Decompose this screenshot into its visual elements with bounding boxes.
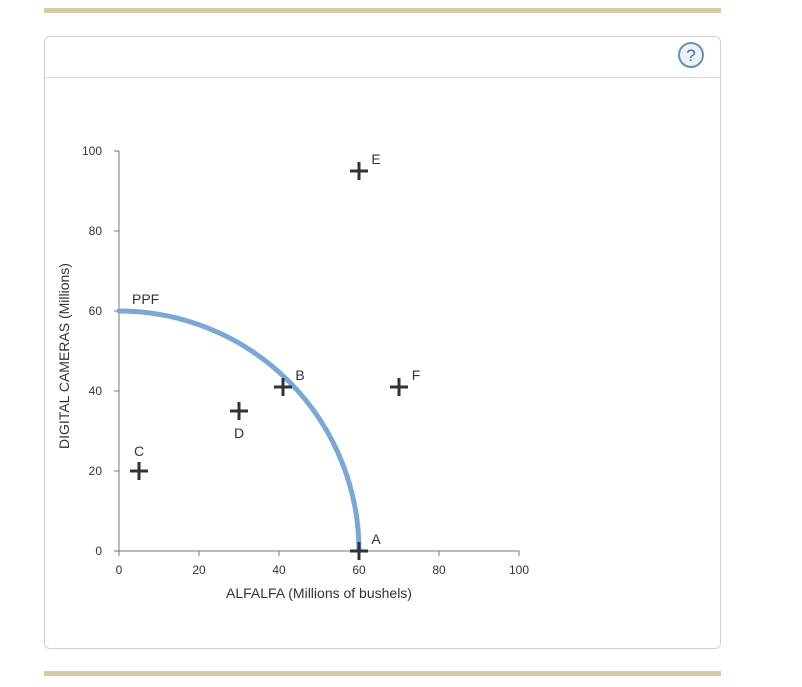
y-tick-label: 100: [82, 144, 102, 158]
y-tick-label: 80: [89, 224, 103, 238]
y-tick-label: 20: [89, 464, 103, 478]
question-mark-icon: ?: [686, 46, 695, 65]
y-tick-label: 0: [95, 544, 102, 558]
bottom-divider: [44, 671, 721, 676]
point-label: E: [371, 151, 380, 167]
point-label: F: [412, 367, 421, 383]
point-f[interactable]: F: [390, 367, 420, 396]
panel-header: ?: [45, 37, 720, 78]
x-tick-label: 20: [192, 563, 206, 577]
y-tick-label: 40: [89, 384, 103, 398]
ppf-curve[interactable]: [116, 308, 362, 554]
axes: 0 20 40 60 80 100 0 20 40 60 80 100: [82, 144, 529, 577]
x-tick-label: 100: [509, 563, 529, 577]
point-b[interactable]: B: [274, 367, 305, 396]
x-tick-label: 40: [272, 563, 286, 577]
x-tick-label: 60: [352, 563, 366, 577]
x-tick-label: 80: [432, 563, 446, 577]
help-button[interactable]: ?: [678, 42, 704, 68]
point-label: D: [234, 425, 244, 441]
top-divider: [44, 8, 721, 13]
y-axis-title: DIGITAL CAMERAS (Millions): [56, 263, 72, 449]
point-label: C: [134, 443, 144, 459]
point-label: B: [295, 367, 304, 383]
ppf-label: PPF: [132, 291, 159, 307]
x-tick-label: 0: [116, 563, 123, 577]
point-d[interactable]: D: [230, 402, 248, 441]
points-layer: A B C D E F: [130, 151, 420, 560]
point-c[interactable]: C: [130, 443, 148, 480]
point-a[interactable]: A: [350, 531, 381, 560]
chart-panel: ?: [44, 36, 721, 649]
point-label: A: [371, 531, 381, 547]
x-axis-title: ALFALFA (Millions of bushels): [226, 585, 412, 601]
y-tick-label: 60: [89, 304, 103, 318]
svg-text:?: ?: [686, 46, 695, 65]
point-e[interactable]: E: [350, 151, 381, 180]
